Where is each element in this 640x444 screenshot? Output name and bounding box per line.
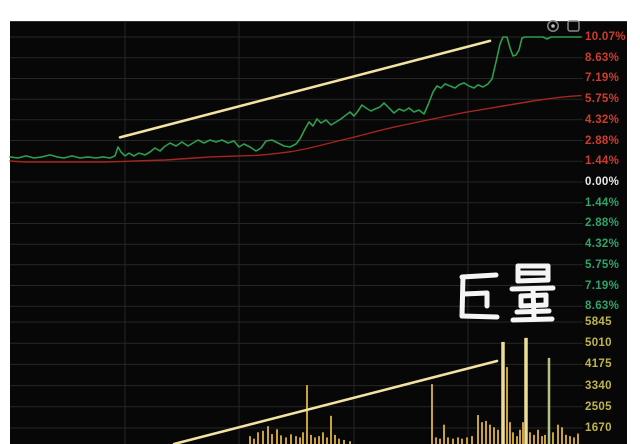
chart-toolbar	[547, 20, 580, 32]
chart-panel	[10, 21, 627, 444]
camera-icon[interactable]	[547, 20, 559, 32]
price-lines	[9, 36, 582, 163]
chart-grid	[10, 22, 583, 444]
annotation-huge-volume	[459, 263, 556, 323]
volume-bars	[249, 337, 579, 444]
fullscreen-icon[interactable]	[567, 20, 580, 32]
trend-lines	[118, 39, 499, 444]
